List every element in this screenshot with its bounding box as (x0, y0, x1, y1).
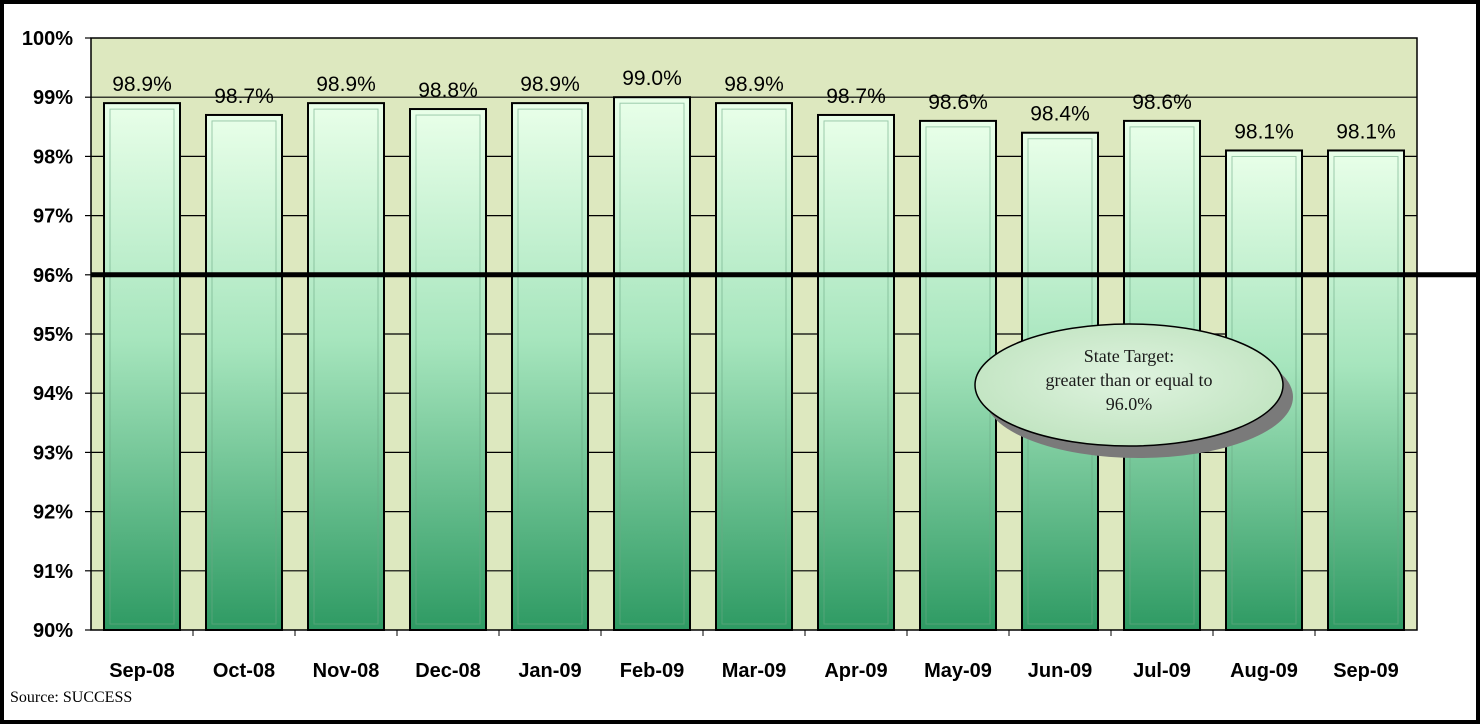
data-label: 98.6% (928, 91, 988, 114)
y-tick-label: 96% (33, 265, 73, 287)
x-tick-label: Mar-09 (722, 660, 786, 682)
bar (410, 109, 486, 630)
source-note: Source: SUCCESS (10, 689, 132, 707)
bar (818, 115, 894, 630)
x-tick-label: Apr-09 (824, 660, 887, 682)
data-label: 98.9% (316, 73, 376, 96)
x-tick-label: Sep-08 (109, 660, 175, 682)
data-label: 98.1% (1336, 120, 1396, 143)
bar (104, 103, 180, 630)
callout-text: 96.0% (1106, 394, 1153, 414)
y-tick-label: 93% (33, 442, 73, 464)
y-tick-label: 100% (22, 28, 73, 50)
x-tick-label: Jan-09 (518, 660, 581, 682)
bar (614, 97, 690, 630)
x-tick-label: May-09 (924, 660, 992, 682)
data-label: 98.9% (724, 73, 784, 96)
callout-text: greater than or equal to (1046, 370, 1213, 390)
x-tick-label: Feb-09 (620, 660, 684, 682)
x-tick-label: Jul-09 (1133, 660, 1191, 682)
x-tick-label: Nov-08 (313, 660, 380, 682)
bar (716, 103, 792, 630)
bar (1328, 150, 1404, 630)
data-label: 98.8% (418, 79, 478, 102)
y-tick-label: 94% (33, 383, 73, 405)
y-tick-label: 98% (33, 146, 73, 168)
data-label: 98.1% (1234, 120, 1294, 143)
bar-chart: 90% 91% 92% 93% 94% 95% 96% 97% 98% 99% 100% 98.9% S… (4, 4, 1476, 720)
plot-area: 90% 91% 92% 93% 94% 95% 96% 97% 98% 99% 100% 98.9% S… (22, 28, 1476, 682)
data-label: 98.9% (520, 73, 580, 96)
y-tick-label: 91% (33, 561, 73, 583)
data-label: 98.4% (1030, 103, 1090, 126)
bar (308, 103, 384, 630)
x-tick-label: Jun-09 (1028, 660, 1092, 682)
x-tick-label: Aug-09 (1230, 660, 1298, 682)
y-tick-label: 90% (33, 620, 73, 642)
y-tick-label: 97% (33, 206, 73, 228)
y-tick-label: 92% (33, 502, 73, 524)
callout-text: State Target: (1084, 346, 1175, 366)
data-label: 98.7% (214, 85, 274, 108)
data-label: 98.6% (1132, 91, 1192, 114)
x-tick-label: Oct-08 (213, 660, 275, 682)
x-tick-label: Dec-08 (415, 660, 481, 682)
bar (206, 115, 282, 630)
data-label: 98.7% (826, 85, 886, 108)
y-tick-label: 95% (33, 324, 73, 346)
data-label: 99.0% (622, 67, 682, 90)
data-label: 98.9% (112, 73, 172, 96)
bar (512, 103, 588, 630)
x-tick-label: Sep-09 (1333, 660, 1399, 682)
y-tick-label: 99% (33, 87, 73, 109)
